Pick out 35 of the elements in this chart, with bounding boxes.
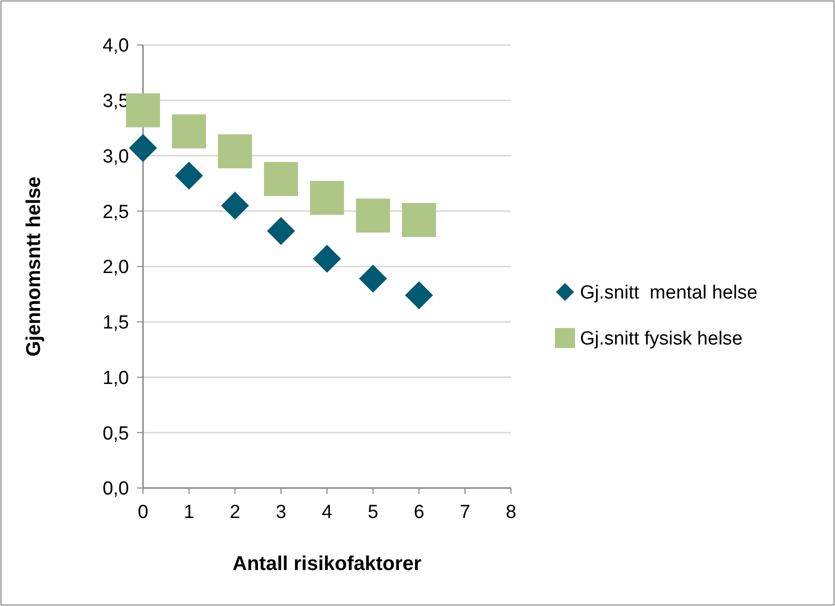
x-tick-label: 6	[414, 502, 424, 523]
y-tick-label: 2,5	[102, 202, 129, 223]
point	[405, 281, 433, 310]
x-tick-label: 1	[184, 502, 194, 523]
x-tick-label: 2	[230, 502, 240, 523]
point	[172, 114, 206, 148]
y-tick-label: 0,5	[102, 423, 129, 444]
x-tick-label: 3	[276, 502, 286, 523]
legend-label: Gj.snitt fysisk helse	[580, 328, 743, 350]
point	[264, 162, 298, 196]
y-tick-label: 4,0	[102, 36, 129, 57]
y-tick-label: 0,0	[102, 478, 129, 500]
point	[310, 180, 344, 215]
point	[402, 202, 436, 237]
x-tick-label: 8	[506, 502, 516, 523]
point	[267, 217, 295, 246]
point	[313, 244, 341, 273]
y-tick-label: 2,0	[102, 257, 129, 278]
x-tick-label: 4	[322, 502, 333, 523]
point	[175, 162, 203, 190]
x-axis-title: Antall risikofaktorer	[232, 553, 422, 575]
point	[359, 264, 387, 293]
y-tick-label: 3,0	[102, 146, 129, 168]
point	[221, 192, 249, 220]
x-tick-label: 0	[138, 502, 148, 523]
point	[356, 198, 390, 233]
y-tick-label: 1,0	[102, 368, 129, 389]
x-tick-label: 5	[368, 502, 378, 523]
point	[218, 134, 252, 168]
point	[129, 134, 157, 162]
legend-label: Gj.snitt mental helse	[580, 282, 758, 304]
y-axis-title: Gjennomsntt helse	[23, 176, 45, 357]
y-tick-label: 1,5	[102, 312, 129, 334]
point	[126, 93, 160, 128]
x-tick-label: 7	[460, 502, 470, 523]
